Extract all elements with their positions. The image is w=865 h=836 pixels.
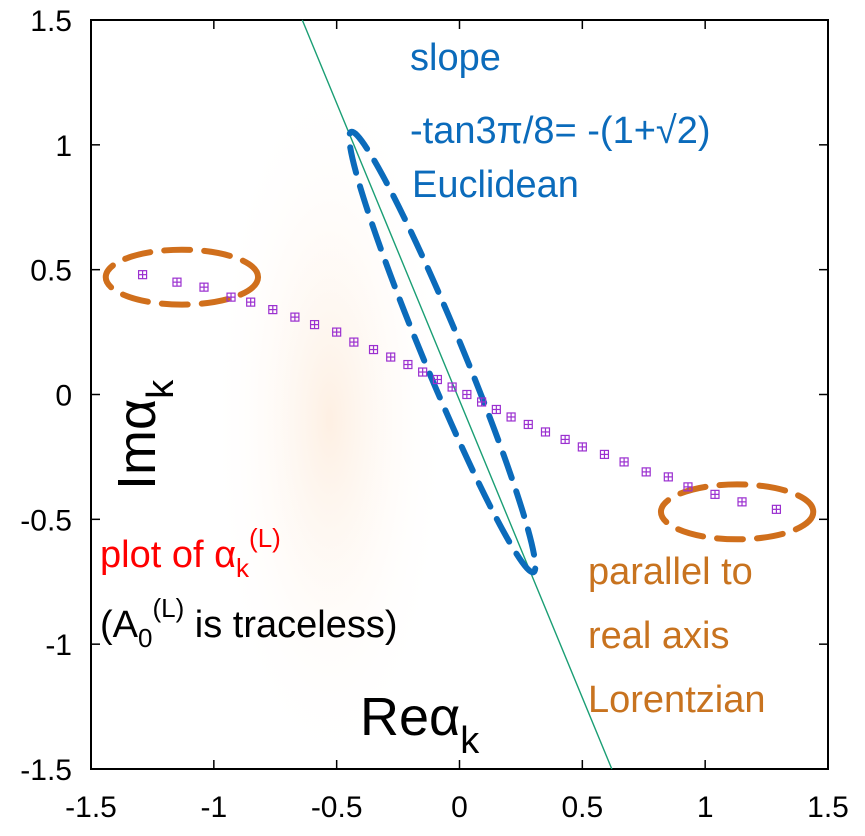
lorentzian-line3: Lorentzian (588, 679, 765, 721)
slope-label-line3: Euclidean (412, 164, 579, 206)
plot-of-label: plot of αk(L) (100, 523, 281, 583)
x-tick-label: 1 (697, 791, 714, 824)
reference-line (301, 19, 613, 770)
data-series (137, 270, 782, 514)
y-tick-label: -1 (45, 629, 72, 662)
x-axis-label-main: Reα (360, 687, 460, 747)
traceless-post: is traceless) (184, 604, 397, 646)
data-point (349, 337, 359, 347)
x-tick-label: 0 (451, 791, 468, 824)
x-tick-label: 1.5 (807, 791, 849, 824)
x-tick-label: 0.5 (561, 791, 603, 824)
traceless-sub: 0 (138, 623, 152, 653)
data-point (172, 277, 182, 287)
data-point (771, 504, 782, 514)
y-tick-label: 1 (55, 130, 72, 163)
x-axis-label: Reαk (360, 687, 480, 762)
data-point (737, 497, 747, 507)
highlight-ellipse (657, 481, 817, 543)
y-tick-label: -1.5 (20, 754, 72, 787)
data-point (432, 374, 442, 385)
y-tick-label: 0 (55, 380, 72, 413)
y-axis-label-main: Imα (107, 399, 167, 490)
data-point (523, 419, 533, 430)
data-point (477, 397, 487, 407)
data-point (137, 270, 148, 280)
data-point (506, 412, 516, 422)
y-tick-label: -0.5 (20, 504, 72, 537)
data-point (226, 292, 236, 302)
x-tick-label: -1 (200, 791, 227, 824)
data-point (368, 344, 379, 355)
slope-label-line1: slope (410, 37, 501, 79)
highlight-ellipse (102, 246, 262, 308)
data-point (560, 434, 570, 445)
data-point (268, 305, 278, 315)
data-point (199, 282, 209, 292)
traceless-sup: (L) (152, 593, 184, 623)
data-point (403, 359, 413, 370)
data-point (246, 297, 256, 307)
data-point (641, 467, 651, 477)
lorentzian-line2: real axis (588, 615, 730, 657)
x-tick-label: -0.5 (311, 791, 363, 824)
data-point (447, 382, 457, 392)
y-axis-ticks: 1.5 1 0.5 0 -0.5 -1 -1.5 (20, 5, 828, 787)
traceless-label: (A0(L) is traceless) (100, 593, 398, 653)
data-point (386, 352, 396, 362)
lorentzian-line1: parallel to (588, 551, 753, 593)
plot-of-sub: k (236, 553, 250, 583)
traceless-pre: (A (100, 604, 139, 646)
data-point (577, 442, 587, 452)
plot-of-sup: (L) (249, 523, 281, 553)
x-tick-label: -1.5 (65, 791, 117, 824)
data-point (619, 457, 629, 467)
y-tick-label: 1.5 (30, 5, 72, 38)
data-point (491, 404, 501, 415)
background-watermark (210, 60, 450, 780)
data-point (540, 427, 551, 437)
y-axis-label: Imαk (107, 379, 182, 490)
data-point (309, 319, 320, 330)
data-point (599, 449, 610, 460)
x-axis-label-sub: k (460, 720, 480, 762)
data-point (418, 367, 428, 377)
x-axis-ticks: -1.5 -1 -0.5 0 0.5 1 1.5 (65, 20, 849, 824)
data-point (290, 312, 300, 322)
slope-label-line2: -tan3π/8= -(1+√2) (410, 110, 711, 152)
ellipse-group (102, 128, 817, 576)
data-point (332, 327, 342, 337)
data-point (462, 389, 472, 400)
data-point (710, 489, 720, 499)
y-axis-label-sub: k (140, 379, 182, 399)
data-point (663, 472, 673, 482)
plot-of-main: plot of α (100, 534, 236, 576)
highlight-ellipse (346, 128, 539, 576)
y-tick-label: 0.5 (30, 255, 72, 288)
data-point (683, 482, 693, 492)
